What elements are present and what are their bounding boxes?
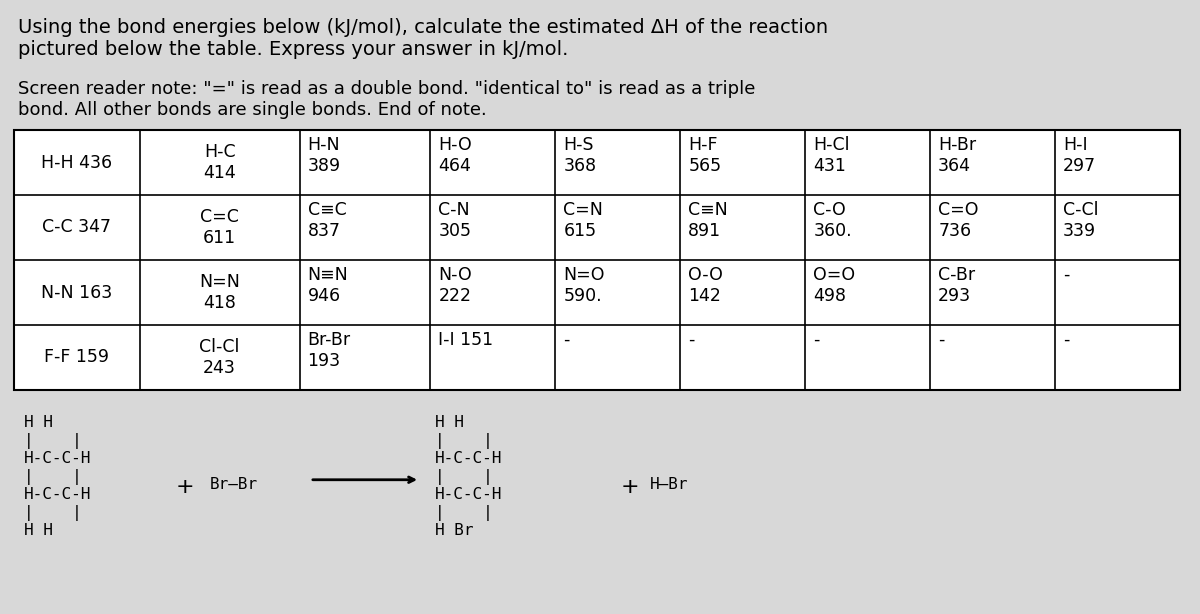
Text: H H: H H: [24, 415, 53, 430]
Text: bond. All other bonds are single bonds. End of note.: bond. All other bonds are single bonds. …: [18, 101, 487, 119]
Text: H-F
565: H-F 565: [689, 136, 721, 175]
Text: H-H 436: H-H 436: [41, 154, 113, 171]
Text: C≡C
837: C≡C 837: [307, 201, 347, 240]
Text: -: -: [563, 331, 570, 349]
Text: F-F 159: F-F 159: [44, 349, 109, 367]
Text: N=N
418: N=N 418: [199, 273, 240, 312]
Text: O-O
142: O-O 142: [689, 266, 724, 305]
Text: C-O
360.: C-O 360.: [814, 201, 852, 240]
Text: |    |: | |: [24, 505, 82, 521]
Text: -: -: [1063, 266, 1069, 284]
Text: H-Br
364: H-Br 364: [938, 136, 977, 175]
Text: H-O
464: H-O 464: [438, 136, 472, 175]
Text: H-I
297: H-I 297: [1063, 136, 1096, 175]
Text: +: +: [175, 477, 194, 497]
Text: I-I 151: I-I 151: [438, 331, 493, 349]
Text: |    |: | |: [436, 433, 493, 449]
Text: C=O
736: C=O 736: [938, 201, 979, 240]
Text: H Br: H Br: [436, 523, 474, 538]
Text: -: -: [814, 331, 820, 349]
Text: N-N 163: N-N 163: [41, 284, 113, 301]
Text: |    |: | |: [436, 505, 493, 521]
Text: Br—Br: Br—Br: [210, 477, 258, 492]
Text: C=N
615: C=N 615: [563, 201, 604, 240]
Text: C-N
305: C-N 305: [438, 201, 472, 240]
Text: O=O
498: O=O 498: [814, 266, 856, 305]
Text: H-C-C-H: H-C-C-H: [24, 487, 91, 502]
Text: C-Cl
339: C-Cl 339: [1063, 201, 1098, 240]
Text: H H: H H: [436, 415, 464, 430]
Text: pictured below the table. Express your answer in kJ/mol.: pictured below the table. Express your a…: [18, 40, 569, 59]
Text: Screen reader note: "=" is read as a double bond. "identical to" is read as a tr: Screen reader note: "=" is read as a dou…: [18, 80, 755, 98]
Text: H H: H H: [24, 523, 53, 538]
Text: Br-Br
193: Br-Br 193: [307, 331, 350, 370]
Text: H-C-C-H: H-C-C-H: [436, 451, 503, 466]
Text: -: -: [689, 331, 695, 349]
Text: H-C-C-H: H-C-C-H: [24, 451, 91, 466]
Text: |    |: | |: [24, 433, 82, 449]
Text: C-C 347: C-C 347: [42, 219, 112, 236]
Text: C-Br
293: C-Br 293: [938, 266, 976, 305]
Text: N=O
590.: N=O 590.: [563, 266, 605, 305]
Text: C=C
611: C=C 611: [200, 208, 239, 247]
Text: H-C
414: H-C 414: [203, 143, 236, 182]
Text: H-Cl
431: H-Cl 431: [814, 136, 850, 175]
Text: -: -: [1063, 331, 1069, 349]
Text: |    |: | |: [24, 469, 82, 485]
Text: |    |: | |: [436, 469, 493, 485]
Bar: [14, 130, 1180, 390]
Text: +: +: [620, 477, 640, 497]
Text: N-O
222: N-O 222: [438, 266, 472, 305]
Text: C≡N
891: C≡N 891: [689, 201, 728, 240]
Text: Using the bond energies below (kJ/mol), calculate the estimated ΔH of the reacti: Using the bond energies below (kJ/mol), …: [18, 18, 828, 37]
Text: H—Br: H—Br: [650, 477, 689, 492]
Text: H-S
368: H-S 368: [563, 136, 596, 175]
Text: N≡N
946: N≡N 946: [307, 266, 348, 305]
Text: H-C-C-H: H-C-C-H: [436, 487, 503, 502]
Text: H-N
389: H-N 389: [307, 136, 341, 175]
Text: -: -: [938, 331, 944, 349]
Text: Cl-Cl
243: Cl-Cl 243: [199, 338, 240, 377]
